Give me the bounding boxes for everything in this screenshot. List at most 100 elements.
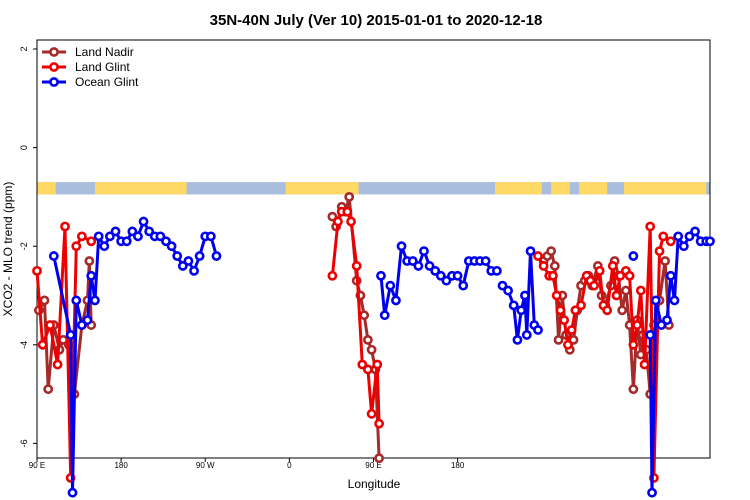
land-glint-point	[71, 241, 82, 252]
legend-land-glint-label: Land Glint	[75, 60, 130, 74]
ocean-glint-point	[90, 295, 100, 306]
ocean-glint-point	[144, 226, 155, 237]
land-glint-point	[538, 261, 549, 271]
ocean-glint-point	[133, 231, 143, 242]
y-axis: -6 -4 -2 0 2	[19, 46, 37, 447]
land-glint-point	[374, 418, 385, 429]
land-glint-point	[654, 246, 665, 257]
y-tick-label: -4	[19, 341, 29, 349]
land-nadir-point	[549, 261, 560, 271]
land-glint-point	[45, 320, 55, 330]
ocean-glint-point	[441, 275, 452, 286]
x-tick-label: 90 E	[29, 461, 45, 470]
land-glint-point	[602, 305, 613, 316]
land-nadir-point	[374, 453, 385, 464]
ocean-glint-point	[497, 280, 508, 291]
x-tick-label: 180	[114, 461, 128, 470]
y-tick-label: 2	[19, 46, 29, 51]
ocean-glint-point	[665, 270, 676, 281]
land-glint-line	[330, 210, 381, 424]
land-segment	[285, 182, 359, 195]
ocean-glint-point	[533, 325, 543, 335]
land-glint-point	[576, 300, 586, 311]
land-glint-point	[559, 315, 570, 326]
ocean-glint-point	[673, 231, 684, 242]
ocean-glint-point	[194, 251, 205, 261]
land-glint-point	[366, 408, 377, 419]
ocean-glint-point	[71, 295, 82, 306]
land-glint-point	[333, 216, 343, 227]
land-nadir-point	[660, 256, 671, 266]
ocean-glint-point	[161, 236, 171, 247]
ocean-glint-point	[525, 246, 536, 257]
ocean-glint-point	[155, 231, 166, 242]
ocean-glint-point	[65, 330, 76, 340]
ocean-glint-point	[512, 334, 523, 345]
ocean-glint-point	[211, 251, 222, 261]
land-glint-point	[665, 236, 676, 247]
ocean-glint-point	[127, 226, 138, 237]
ocean-glint-point	[105, 231, 115, 242]
land-glint-point	[566, 325, 577, 335]
land-nadir-point	[628, 384, 639, 395]
ocean-glint-point	[93, 231, 104, 242]
land-segment	[624, 182, 707, 195]
ocean-glint-point	[628, 251, 639, 261]
land-nadir-point	[362, 334, 373, 345]
ocean-glint-point	[690, 226, 700, 237]
ocean-glint-point	[705, 236, 715, 247]
ocean-glint-point	[379, 310, 390, 321]
land-glint-point	[548, 270, 558, 281]
land-glint-point	[632, 320, 642, 330]
land-glint-point	[589, 280, 599, 291]
land-glint-point	[60, 221, 70, 232]
land-glint-point	[37, 339, 48, 350]
ocean-glint-point	[435, 270, 446, 281]
land-glint-point	[533, 251, 543, 261]
ocean-glint-point	[645, 330, 656, 340]
land-glint-line	[35, 225, 92, 480]
land-segment	[37, 182, 56, 195]
land-glint-point	[346, 216, 356, 227]
ocean-glint-point	[121, 236, 132, 247]
land-nadir-point	[620, 285, 631, 296]
x-tick-label: 90 E	[365, 461, 381, 470]
ocean-glint-point	[166, 241, 177, 252]
land-glint-point	[32, 265, 42, 276]
ocean-glint-point	[82, 315, 93, 326]
x-tick-label: 90 W	[196, 461, 215, 470]
land-glint-point	[645, 221, 656, 232]
legend-ocean-glint-marker	[49, 77, 59, 87]
ocean-glint-point	[99, 241, 110, 252]
ocean-glint-point	[521, 330, 532, 340]
x-tick-label: 0	[287, 461, 292, 470]
ocean-glint-point	[407, 256, 418, 266]
land-glint-point	[327, 270, 338, 281]
ocean-glint-point	[413, 261, 424, 271]
ocean-glint-point	[76, 320, 87, 330]
y-tick-label: 0	[19, 145, 29, 150]
ocean-glint-point	[424, 261, 435, 271]
land-glint-point	[570, 305, 581, 316]
ocean-glint-point	[205, 231, 216, 242]
ocean-glint-point	[376, 270, 386, 281]
land-glint-point	[563, 339, 573, 350]
ocean-glint-point	[516, 305, 527, 316]
ocean-glint-point	[67, 487, 78, 498]
land-segment	[495, 182, 542, 195]
y-tick-label: -6	[19, 439, 29, 447]
ocean-glint-point	[138, 216, 149, 227]
ocean-glint-point	[656, 320, 667, 330]
ocean-glint-point	[678, 241, 689, 252]
legend-land-nadir-label: Land Nadir	[75, 45, 134, 59]
land-glint-point	[372, 359, 383, 370]
land-glint-point	[86, 236, 97, 247]
ocean-glint-point	[662, 315, 672, 326]
land-nadir-point	[39, 295, 50, 306]
land-glint-point	[658, 231, 669, 242]
ocean-glint-point	[86, 270, 97, 281]
land-glint-point	[594, 265, 605, 276]
ocean-glint-line	[501, 249, 540, 342]
land-glint-point	[52, 359, 63, 370]
ocean-glint-point	[452, 270, 463, 281]
